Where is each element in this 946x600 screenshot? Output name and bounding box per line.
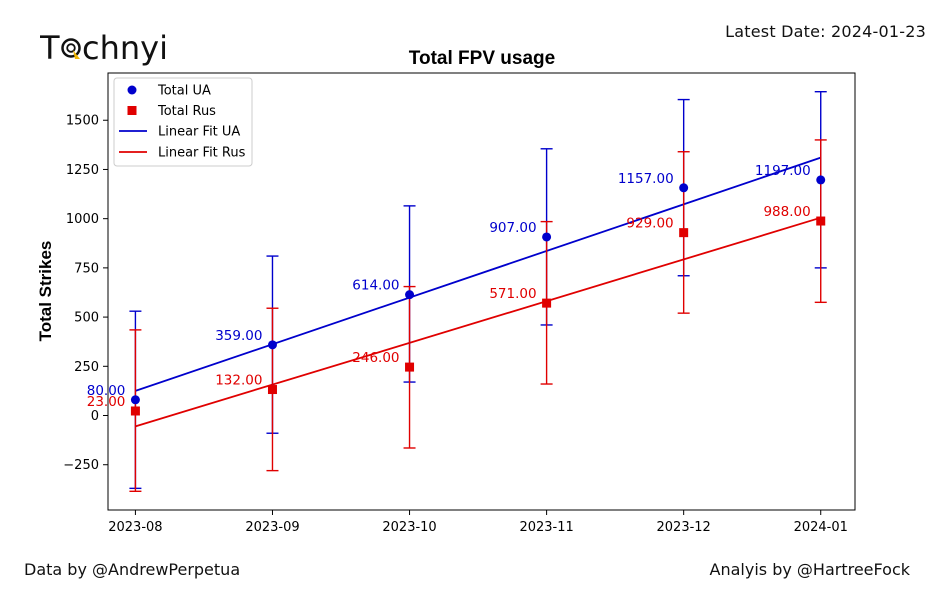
ua-data-label: 359.00	[215, 328, 262, 344]
rus-point	[816, 216, 826, 226]
logo-prefix: T	[40, 29, 60, 67]
chart-title: Total FPV usage	[409, 48, 555, 69]
rus-data-label: 23.00	[87, 394, 126, 410]
y-tick-label: 1500	[66, 114, 99, 129]
data-labels: 80.00 359.00 614.00 907.00 1157.00 1197.00 23.…	[87, 163, 811, 410]
ua-point	[405, 290, 415, 300]
rus-point	[267, 385, 277, 395]
ua-point	[130, 395, 140, 405]
plot-area-frame	[107, 72, 856, 511]
y-tick-label: 1250	[66, 163, 99, 178]
data-markers	[130, 175, 826, 416]
rus-data-label: 132.00	[215, 373, 262, 389]
legend-rus-marker	[127, 106, 137, 115]
legend-rus-points: Total Rus	[157, 104, 216, 119]
chart-legend: Total UA Total Rus Linear Fit UA Linear …	[113, 77, 253, 167]
x-tick-label: 2023-09	[245, 520, 299, 535]
legend-ua-fit: Linear Fit UA	[158, 125, 240, 140]
ua-data-label: 907.00	[489, 220, 536, 236]
legend-box	[113, 77, 253, 167]
target-arrow-icon	[61, 38, 81, 59]
ua-data-label: 1157.00	[618, 171, 674, 187]
y-tick-label: 250	[74, 360, 99, 375]
rus-data-label: 988.00	[763, 204, 810, 220]
x-tick-label: 2024-01	[794, 520, 848, 535]
y-tick-label: 1000	[66, 212, 99, 227]
x-tick-label: 2023-10	[382, 520, 436, 535]
rus-point	[405, 362, 415, 372]
y-tick-label: 0	[91, 409, 99, 424]
ua-data-label: 80.00	[87, 383, 126, 399]
fit-lines	[135, 156, 822, 428]
logo-suffix: chnyi	[82, 29, 168, 67]
legend-ua-points: Total UA	[157, 84, 211, 99]
ua-data-label: 614.00	[352, 278, 399, 294]
x-tick-label: 2023-08	[108, 520, 162, 535]
y-tick-label: 500	[74, 311, 99, 326]
y-tick-label: 750	[74, 261, 99, 276]
ua-point	[816, 175, 826, 185]
technyi-logo: T chnyi	[40, 29, 168, 67]
legend-rus-fit: Linear Fit Rus	[158, 146, 246, 161]
rus-point	[130, 406, 140, 416]
y-axis-label: Total Strikes	[36, 241, 55, 342]
x-axis: 2023-08 2023-09 2023-10 2023-11 2023-12 2024-…	[108, 510, 848, 535]
x-tick-label: 2023-12	[657, 520, 711, 535]
analysis-credit: Analyis by @HartreeFock	[709, 560, 910, 579]
y-axis: −250 0 250 500 750 1000 1250 1500	[63, 114, 108, 473]
rus-data-label: 246.00	[352, 350, 399, 366]
ua-point	[542, 232, 552, 242]
linear-fit-ua-line	[135, 156, 822, 392]
ua-point	[267, 340, 277, 350]
ua-data-label: 1197.00	[755, 163, 811, 179]
rus-point	[542, 298, 552, 308]
x-tick-label: 2023-11	[519, 520, 573, 535]
latest-date: Latest Date: 2024-01-23	[725, 22, 926, 41]
rus-data-label: 571.00	[489, 286, 536, 302]
data-credit: Data by @AndrewPerpetua	[24, 560, 241, 579]
y-tick-label: −250	[63, 458, 99, 473]
legend-ua-marker	[127, 85, 137, 95]
ua-point	[679, 183, 689, 193]
linear-fit-rus-line	[135, 216, 821, 428]
rus-data-label: 929.00	[626, 216, 673, 232]
rus-point	[679, 228, 689, 238]
